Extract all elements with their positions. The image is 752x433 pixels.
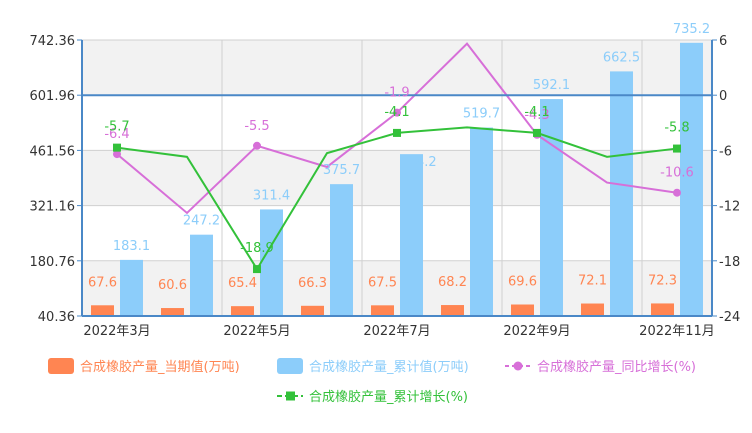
plot-band (82, 150, 712, 206)
point-value-label: -5.7 (104, 120, 129, 135)
x-tick-label: 2022年5月 (223, 324, 290, 339)
bar-value-label: 72.1 (578, 274, 607, 289)
point-value-label: -18.9 (240, 241, 274, 256)
legend-marker (513, 361, 523, 371)
data-labels: 67.6 60.6 65.4 66.3 67.5 68.2 69.6 72.1 72.3 183.… (88, 22, 710, 293)
x-tick-label: 2022年7月 (363, 324, 430, 339)
bar-value-label: 65.4 (228, 276, 257, 291)
point-marker (533, 128, 541, 137)
left-tick-label: 321.16 (30, 200, 76, 215)
point-value-label: -6.4 (104, 127, 129, 142)
right-tick-label: -12 (719, 200, 740, 215)
left-tick-label: 601.96 (30, 89, 76, 104)
grid-lines (82, 39, 712, 317)
point-marker (113, 143, 121, 152)
bar (330, 184, 353, 316)
bar (470, 127, 493, 317)
right-tick-label: -18 (719, 255, 740, 270)
bar-value-label: 68.2 (438, 275, 467, 290)
bar (511, 304, 534, 316)
legend[interactable]: 合成橡胶产量_当期值(万吨) 合成橡胶产量_累计值(万吨) 合成橡胶产量_同比增长(… (48, 358, 696, 405)
plot-background (82, 40, 712, 316)
bar-value-label: 662.5 (603, 50, 640, 65)
bar (371, 305, 394, 316)
point-marker (113, 150, 121, 159)
bar-value-label: 375.7 (323, 163, 360, 178)
point-marker (673, 144, 681, 153)
bar-value-label: 311.4 (253, 188, 290, 203)
right-tick-label: -6 (719, 144, 732, 159)
bar (610, 71, 633, 316)
point-value-label: -4.1 (384, 105, 409, 120)
left-tick-label: 180.76 (30, 255, 76, 270)
point-marker (673, 188, 681, 197)
line-series (113, 42, 681, 274)
bar (91, 305, 114, 316)
bar-value-label: 735.2 (673, 22, 710, 37)
bar (540, 99, 563, 316)
point-value-label: -4.1 (524, 105, 549, 120)
bar (190, 234, 213, 316)
point-value-label: -4.3 (524, 108, 549, 123)
x-tick-label: 2022年3月 (83, 324, 150, 339)
plot-band (82, 205, 712, 261)
legend-swatch (48, 358, 74, 374)
bar (120, 259, 143, 316)
right-tick-label: -24 (719, 310, 740, 325)
bar-value-label: 66.3 (298, 276, 327, 291)
bar (260, 209, 283, 316)
left-tick-label: 40.36 (38, 310, 75, 325)
bar-value-label: 60.6 (158, 278, 187, 293)
bar-series (91, 42, 703, 317)
point-value-label: -5.8 (664, 121, 689, 136)
bar (581, 303, 604, 316)
legend-label: 合成橡胶产量_当期值(万吨) (80, 359, 240, 375)
plot-band (82, 260, 712, 316)
legend-label: 合成橡胶产量_累计值(万吨) (309, 359, 469, 375)
extra-value-label: -4.2 (411, 155, 436, 170)
bar (161, 308, 184, 316)
bar (400, 154, 423, 316)
right-tick-label: 0 (719, 89, 727, 104)
bar (651, 303, 674, 316)
bar-value-label: 67.6 (88, 275, 117, 290)
point-marker (253, 265, 261, 274)
x-tick-label: 2022年9月 (503, 324, 570, 339)
point-marker (253, 141, 261, 150)
legend-label: 合成橡胶产量_同比增长(%) (537, 359, 696, 375)
point-value-label: -10.6 (660, 166, 694, 181)
bar-value-label: 519.7 (463, 107, 500, 122)
bar (441, 305, 464, 316)
legend-label: 合成橡胶产量_累计增长(%) (309, 389, 468, 405)
point-value-label: -1.9 (384, 86, 409, 101)
bar (301, 305, 324, 316)
bar-value-label: 67.5 (368, 275, 397, 290)
bar (680, 42, 703, 317)
bar-value-label: 69.6 (508, 275, 537, 290)
point-marker (393, 128, 401, 137)
point-value-label: -5.5 (244, 119, 269, 134)
plot-band (82, 95, 712, 151)
x-tick-label: 2022年11月 (639, 324, 715, 339)
right-tick-label: 6 (719, 34, 727, 49)
plot-band (82, 40, 712, 96)
left-tick-label: 461.56 (30, 144, 76, 159)
point-marker (393, 108, 401, 117)
left-tick-label: 742.36 (30, 34, 76, 49)
bar-value-label: 592.1 (533, 78, 570, 93)
legend-marker (286, 391, 295, 401)
bar-value-label: 247.2 (183, 214, 220, 229)
bar-value-label: 183.1 (113, 239, 150, 254)
bar (231, 306, 254, 316)
bar-value-label: 72.3 (648, 273, 677, 288)
legend-swatch (277, 358, 303, 374)
axes: 40.36 180.76 321.16 461.56 601.96 742.36 -24 -1… (30, 34, 741, 339)
